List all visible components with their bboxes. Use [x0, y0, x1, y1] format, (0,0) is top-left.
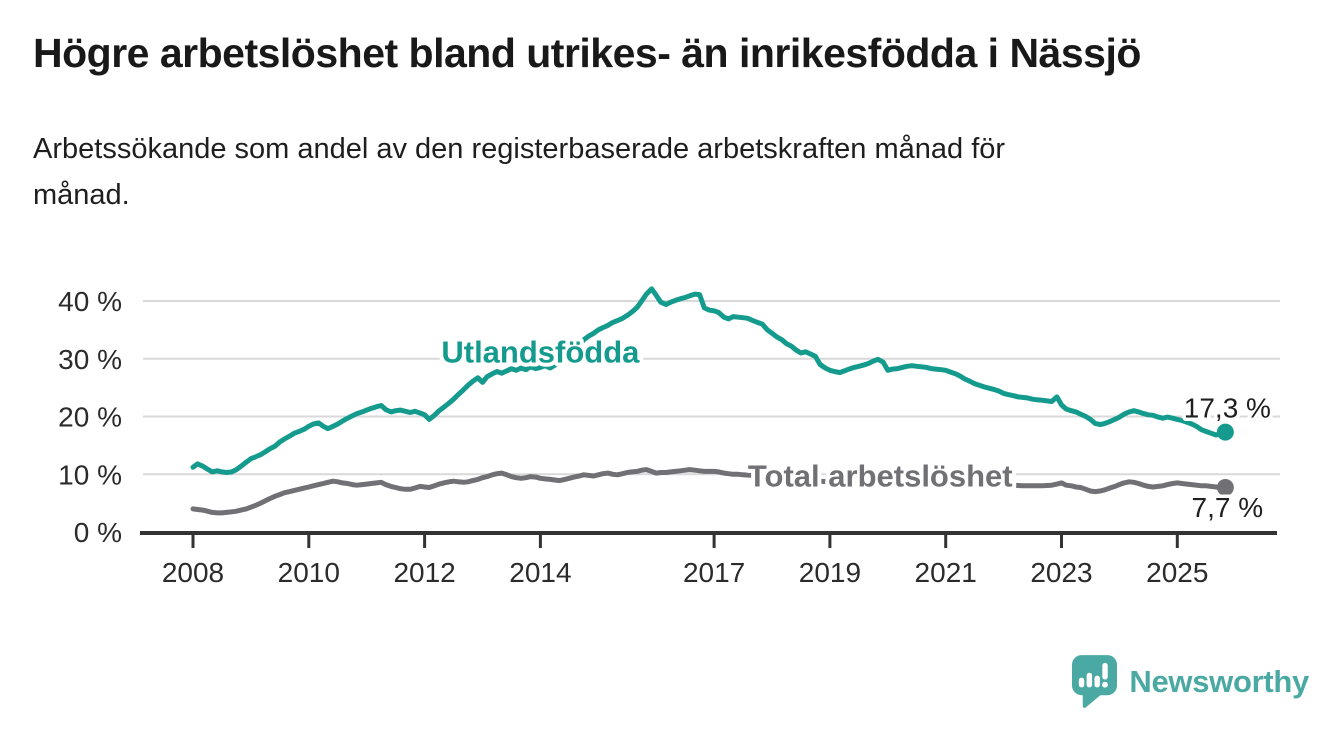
- y-tick-label-40: 40 %: [58, 286, 122, 317]
- x-tick-label-2012: 2012: [393, 557, 455, 588]
- series-label-1: Total arbetslöshet: [748, 458, 1013, 493]
- newsworthy-logo-icon: [1071, 654, 1118, 709]
- x-tick-label-2023: 2023: [1030, 557, 1092, 588]
- x-tick-label-2014: 2014: [509, 557, 571, 588]
- series-line-0: [190, 286, 1228, 475]
- series-label-0: Utlandsfödda: [441, 334, 640, 369]
- x-tick-label-2019: 2019: [799, 557, 861, 588]
- x-tick-label-2025: 2025: [1146, 557, 1208, 588]
- x-tick-label-2010: 2010: [278, 557, 340, 588]
- x-tick-label-2008: 2008: [162, 557, 224, 588]
- series-end-dot-0: [1216, 423, 1234, 441]
- series-line-1: [190, 467, 1228, 516]
- x-tick-label-2021: 2021: [915, 557, 977, 588]
- y-tick-label-10: 10 %: [58, 459, 122, 490]
- newsworthy-logo-text: Newsworthy: [1129, 663, 1309, 699]
- series-end-dot-1: [1216, 479, 1234, 497]
- y-tick-label-0: 0 %: [74, 517, 122, 548]
- y-tick-label-20: 20 %: [58, 402, 122, 433]
- series-end-value-label-1: 7,7 %: [1192, 492, 1264, 523]
- y-tick-label-30: 30 %: [58, 344, 122, 375]
- x-tick-label-2017: 2017: [683, 557, 745, 588]
- series-end-value-label-0: 17,3 %: [1184, 393, 1271, 424]
- brand-footer: Newsworthy: [1071, 654, 1309, 709]
- page-subtitle: Arbetssökande som andel av den registerb…: [33, 133, 1006, 211]
- page-title: Högre arbetslöshet bland utrikes- än inr…: [33, 30, 1141, 76]
